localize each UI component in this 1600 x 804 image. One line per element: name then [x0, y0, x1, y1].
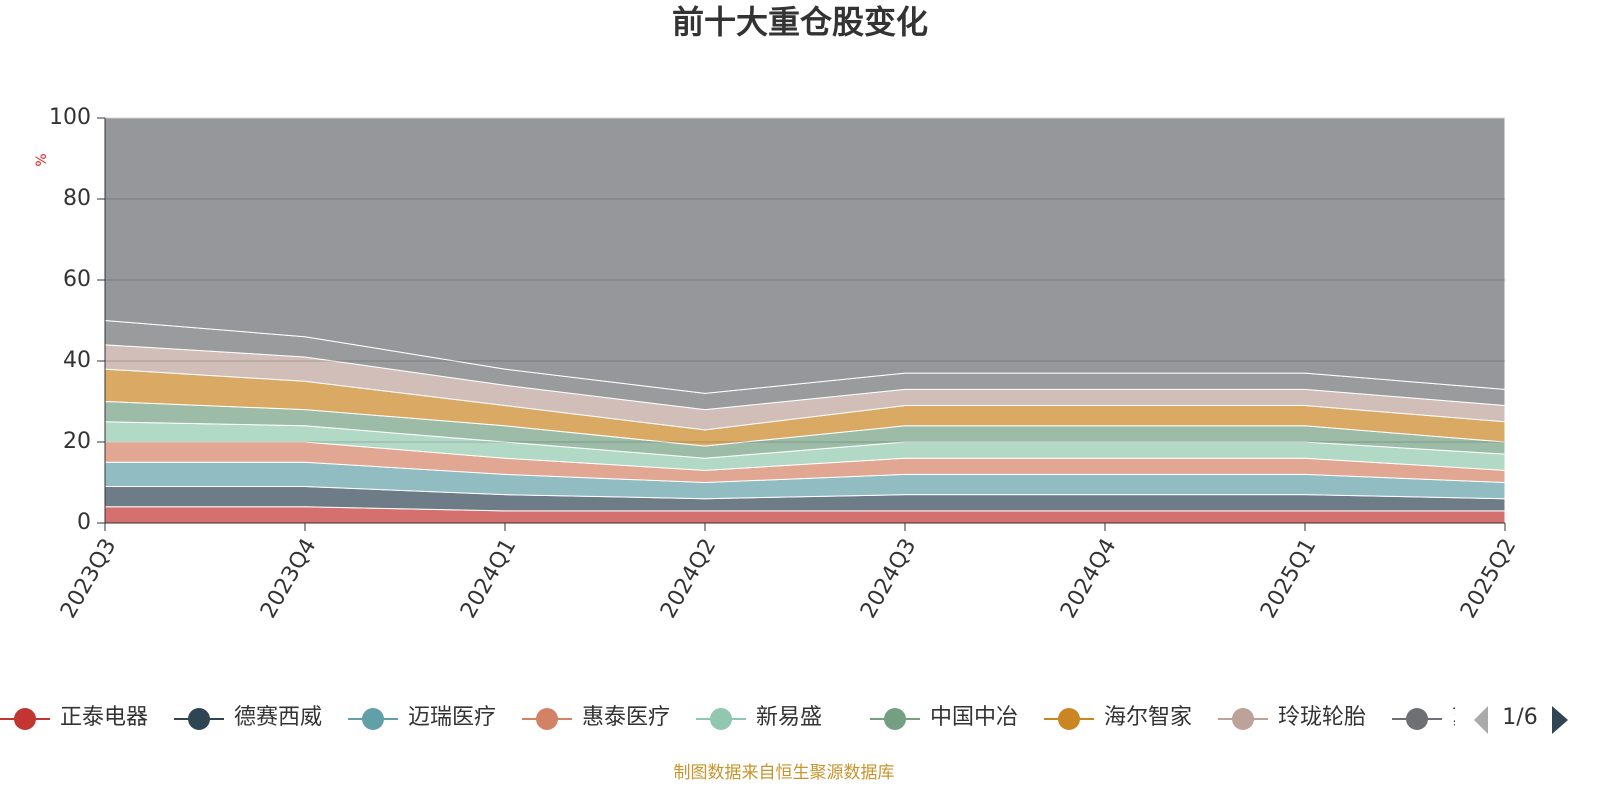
legend-label: 惠泰医疗	[582, 705, 670, 730]
legend-next[interactable]	[1552, 706, 1568, 734]
legend-label: 迈瑞医疗	[408, 705, 496, 730]
source-note: 制图数据来自恒生聚源数据库	[674, 763, 895, 783]
legend-label: 德赛西威	[234, 705, 322, 730]
legend-page: 1/6	[1502, 705, 1537, 730]
y-tick-label: 40	[63, 348, 91, 373]
y-tick-label: 80	[63, 186, 91, 211]
area	[104, 117, 1506, 394]
x-tick-label: 2025Q2	[1456, 535, 1521, 623]
x-tick-label: 2025Q1	[1256, 535, 1321, 623]
legend-marker	[14, 708, 36, 730]
x-tick-label: 2024Q3	[856, 535, 921, 623]
legend-label: 正泰电器	[60, 705, 148, 730]
legend-marker	[536, 708, 558, 730]
legend-marker	[1406, 708, 1428, 730]
legend: 正泰电器 德赛西威 迈瑞医疗 惠泰医疗 新易盛 中国中冶 海尔智家 玲珑轮胎 苏	[0, 705, 1474, 730]
y-tick-label: 0	[77, 510, 91, 535]
x-tick-label: 2023Q4	[256, 535, 321, 623]
x-tick-label: 2024Q4	[1056, 535, 1121, 623]
legend-marker	[1232, 708, 1254, 730]
legend-marker	[884, 708, 906, 730]
legend-label: 新易盛	[756, 705, 822, 730]
chart-title: 前十大重仓股变化	[672, 3, 928, 41]
y-tick-label: 20	[63, 429, 91, 454]
legend-prev[interactable]	[1474, 706, 1488, 734]
x-tick-label: 2023Q3	[56, 535, 121, 623]
legend-marker	[710, 708, 732, 730]
legend-label: 苏	[1452, 705, 1474, 730]
legend-label: 海尔智家	[1104, 705, 1192, 730]
y-tick-label: 100	[49, 105, 91, 130]
x-tick-label: 2024Q1	[456, 535, 521, 623]
plot-area	[104, 117, 1506, 524]
x-tick-label: 2024Q2	[656, 535, 721, 623]
legend-label: 玲珑轮胎	[1278, 705, 1366, 730]
y-axis-label: %	[34, 153, 50, 166]
y-tick-label: 60	[63, 267, 91, 292]
legend-marker	[362, 708, 384, 730]
legend-marker	[1058, 708, 1080, 730]
legend-marker	[188, 708, 210, 730]
legend-label: 中国中冶	[930, 705, 1018, 730]
